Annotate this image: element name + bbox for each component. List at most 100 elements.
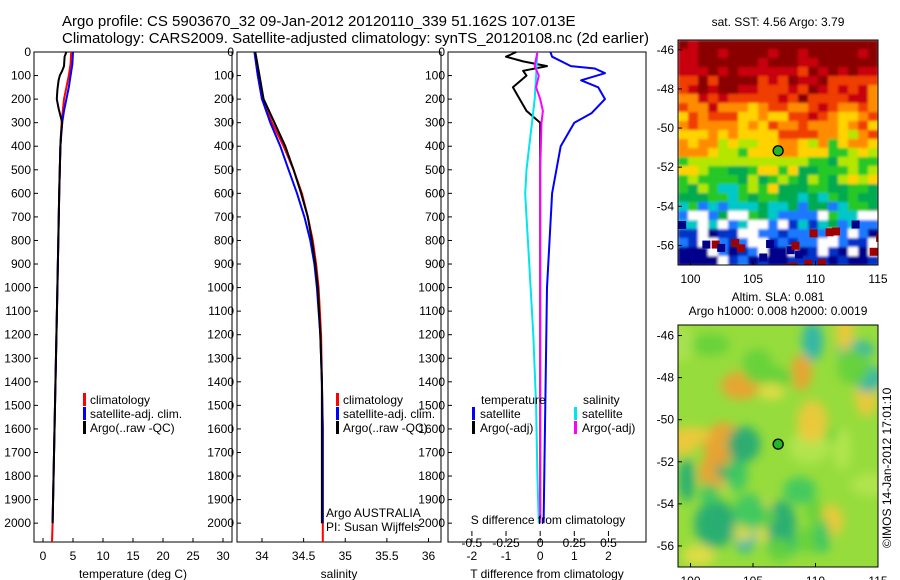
sla-heatmap [678, 325, 878, 567]
sla-map-frame [677, 324, 879, 568]
difference-series [505, 51, 606, 524]
x-tick-label: 0 [537, 549, 544, 563]
s-difference-axis: -0.5 -0.25 0 0.25 0.5 [462, 531, 617, 550]
temperature-legend-argo: Argo(..raw -QC) [90, 421, 175, 435]
difference-legend-s-argo: Argo(-adj) [582, 421, 635, 435]
salinity-axes-frame [236, 51, 442, 543]
depth-tick-label: 1900 [4, 493, 31, 507]
depth-tick-label: 0 [227, 45, 234, 59]
temperature-xlabel: temperature (deg C) [79, 567, 187, 580]
depth-tick-label: 1300 [207, 351, 234, 365]
depth-tick-label: 900 [214, 257, 234, 271]
depth-tick-label: 100 [425, 69, 445, 83]
salinity-legend-climatology-swatch [336, 393, 339, 406]
temperature-x-axis: 0 5 10 15 20 25 30 [40, 538, 230, 563]
salinity-legend-climatology: climatology [343, 393, 403, 407]
temperature-series [51, 51, 74, 543]
depth-tick-label: 1800 [4, 469, 31, 483]
sla-map-panel: Altim. SLA: 0.081 Argo h1000: 0.008 h200… [657, 290, 894, 580]
depth-tick-label: 1000 [207, 281, 234, 295]
depth-tick-label: 1600 [4, 422, 31, 436]
salinity-series [253, 51, 324, 542]
sst-argo-location-marker [772, 145, 784, 157]
depth-tick-label: 400 [214, 139, 234, 153]
depth-tick-label: 900 [425, 257, 445, 271]
difference-legend-t-argo-swatch [472, 421, 475, 434]
depth-tick-label: 1500 [418, 398, 445, 412]
depth-tick-label: 100 [214, 69, 234, 83]
map-lat-label: -50 [657, 121, 675, 135]
difference-legend-s-satellite-swatch [574, 407, 577, 420]
difference-legend-t-argo: Argo(-adj) [480, 421, 533, 435]
series-s-satellite [524, 51, 540, 524]
temperature-legend-argo-swatch [83, 421, 86, 434]
difference-panel: 0100200300400500600700800900100011001200… [418, 45, 647, 580]
temperature-panel: 0100200300400500600700800900100011001200… [4, 45, 233, 580]
t-difference-x-axis: -2 -1 0 1 2 [467, 538, 612, 563]
salinity-legend-argo: Argo(..raw -QC) [343, 421, 428, 435]
depth-tick-label: 1200 [207, 328, 234, 342]
map-lat-label: -54 [657, 199, 675, 213]
difference-legend-temperature-header: temperature [481, 393, 546, 407]
series-t-satellite [542, 51, 606, 524]
salinity-xlabel: salinity [321, 567, 358, 580]
depth-tick-label: 700 [11, 210, 31, 224]
series-satellite-adj-clim- [253, 51, 324, 524]
depth-tick-label: 700 [425, 210, 445, 224]
salinity-panel: 0100200300400500600700800900100011001200… [207, 45, 442, 580]
map-lat-label: -52 [657, 455, 675, 469]
depth-tick-label: 400 [11, 139, 31, 153]
sst-map-title: sat. SST: 4.56 Argo: 3.79 [712, 15, 845, 29]
depth-tick-label: 500 [11, 163, 31, 177]
depth-tick-label: 1600 [207, 422, 234, 436]
series-argo-raw-qc- [51, 51, 68, 524]
x-tick-label: 35 [339, 549, 353, 563]
temperature-legend-climatology: climatology [90, 393, 150, 407]
depth-tick-label: 1700 [207, 445, 234, 459]
series-climatology [253, 51, 324, 542]
depth-tick-label: 200 [425, 92, 445, 106]
difference-legend-t-satellite-swatch [472, 407, 475, 420]
sla-map-title-line2: Argo h1000: 0.008 h2000: 0.0019 [689, 304, 868, 318]
salinity-legend-satellite: satellite-adj. clim. [343, 407, 435, 421]
depth-tick-label: 400 [425, 139, 445, 153]
sla-argo-location-marker [772, 438, 784, 450]
depth-tick-label: 1300 [418, 351, 445, 365]
difference-legend-t-satellite: satellite [480, 407, 521, 421]
depth-tick-label: 0 [24, 45, 31, 59]
salinity-note-line2: PI: Susan Wijffels [326, 520, 420, 534]
sst-map-panel: sat. SST: 4.56 Argo: 3.79 100 105 110 115 -4… [657, 15, 888, 286]
depth-tick-label: 1800 [418, 469, 445, 483]
x-tick-label: 25 [186, 549, 200, 563]
depth-tick-label: 1000 [418, 281, 445, 295]
map-lat-label: -46 [657, 43, 675, 57]
map-lat-label: -48 [657, 82, 675, 96]
map-lat-label: -56 [657, 238, 675, 252]
temperature-legend-satellite-swatch [83, 407, 86, 420]
depth-tick-label: 1700 [418, 445, 445, 459]
depth-tick-label: 1400 [418, 375, 445, 389]
depth-tick-label: 100 [11, 69, 31, 83]
x-tick-label: 35.5 [375, 549, 399, 563]
depth-tick-label: 1500 [4, 398, 31, 412]
difference-legend-s-satellite: satellite [582, 407, 623, 421]
depth-tick-label: 0 [438, 45, 445, 59]
figure-title-line2: Climatology: CARS2009. Satellite-adjuste… [62, 30, 649, 47]
temperature-legend: climatology satellite-adj. clim. Argo(..… [83, 393, 182, 435]
salinity-legend-satellite-swatch [336, 407, 339, 420]
map-lon-label: 110 [806, 272, 825, 286]
x-tick-label: -1 [501, 549, 512, 563]
temperature-axes-frame [33, 51, 233, 543]
x-tick-label: 15 [126, 549, 140, 563]
depth-tick-label: 1700 [4, 445, 31, 459]
x-tick-label: 30 [216, 549, 230, 563]
depth-tick-label: 900 [11, 257, 31, 271]
depth-tick-label: 200 [214, 92, 234, 106]
depth-tick-label: 700 [214, 210, 234, 224]
salinity-legend-argo-swatch [336, 421, 339, 434]
depth-tick-label: 500 [214, 163, 234, 177]
depth-tick-label: 1200 [418, 328, 445, 342]
depth-tick-label: 800 [11, 233, 31, 247]
x-tick-label: -2 [467, 549, 478, 563]
x-tick-label: 2 [605, 549, 612, 563]
